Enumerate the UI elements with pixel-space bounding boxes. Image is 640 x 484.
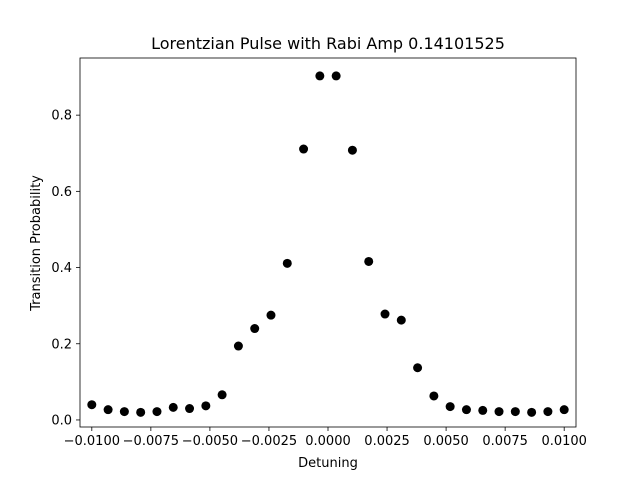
data-points: [87, 71, 569, 417]
data-point: [233, 341, 243, 351]
y-tick-label: 0.8: [51, 109, 72, 124]
y-tick-label: 0.4: [51, 261, 72, 276]
data-point: [136, 407, 146, 417]
data-point: [413, 363, 423, 373]
data-point: [152, 407, 162, 417]
data-point: [478, 405, 488, 415]
y-tick-label: 0.2: [51, 337, 72, 352]
x-tick-label: −0.0025: [241, 434, 297, 449]
x-tick-label: −0.0075: [123, 434, 179, 449]
data-point: [380, 309, 390, 319]
data-point: [543, 407, 553, 417]
data-point: [510, 407, 520, 417]
data-point: [87, 400, 97, 410]
y-tick-label: 0.0: [51, 413, 72, 428]
data-point: [299, 144, 309, 154]
x-tick-label: 0.0000: [305, 434, 351, 449]
data-point: [364, 256, 374, 266]
data-point: [331, 71, 341, 81]
data-point: [461, 405, 471, 415]
data-point: [266, 310, 276, 320]
data-point: [250, 324, 260, 334]
data-point: [347, 145, 357, 155]
x-tick-label: 0.0100: [541, 434, 587, 449]
data-point: [185, 404, 195, 414]
x-tick-label: 0.0075: [482, 434, 528, 449]
x-tick-label: 0.0050: [423, 434, 469, 449]
data-point: [396, 315, 406, 325]
x-tick-label: −0.0100: [64, 434, 120, 449]
data-point: [527, 407, 537, 417]
x-tick-label: 0.0025: [364, 434, 410, 449]
x-axis: −0.0100 −0.0075 −0.0050 −0.0025 0.0000 0.0025…: [64, 427, 587, 449]
y-axis-label: Transition Probability: [29, 175, 44, 312]
y-axis: 0.0 0.2 0.4 0.6 0.8: [51, 109, 80, 428]
data-point: [559, 405, 569, 415]
data-point: [445, 402, 455, 412]
data-point: [217, 390, 227, 400]
data-point: [103, 405, 113, 415]
data-point: [201, 401, 211, 411]
data-point: [168, 402, 178, 412]
data-point: [119, 407, 129, 417]
y-tick-label: 0.6: [51, 185, 72, 200]
data-point: [429, 391, 439, 401]
data-point: [315, 71, 325, 81]
data-point: [494, 407, 504, 417]
x-axis-label: Detuning: [298, 456, 358, 471]
x-tick-label: −0.0050: [182, 434, 238, 449]
data-point: [282, 258, 292, 268]
chart-title: Lorentzian Pulse with Rabi Amp 0.1410152…: [151, 34, 505, 53]
